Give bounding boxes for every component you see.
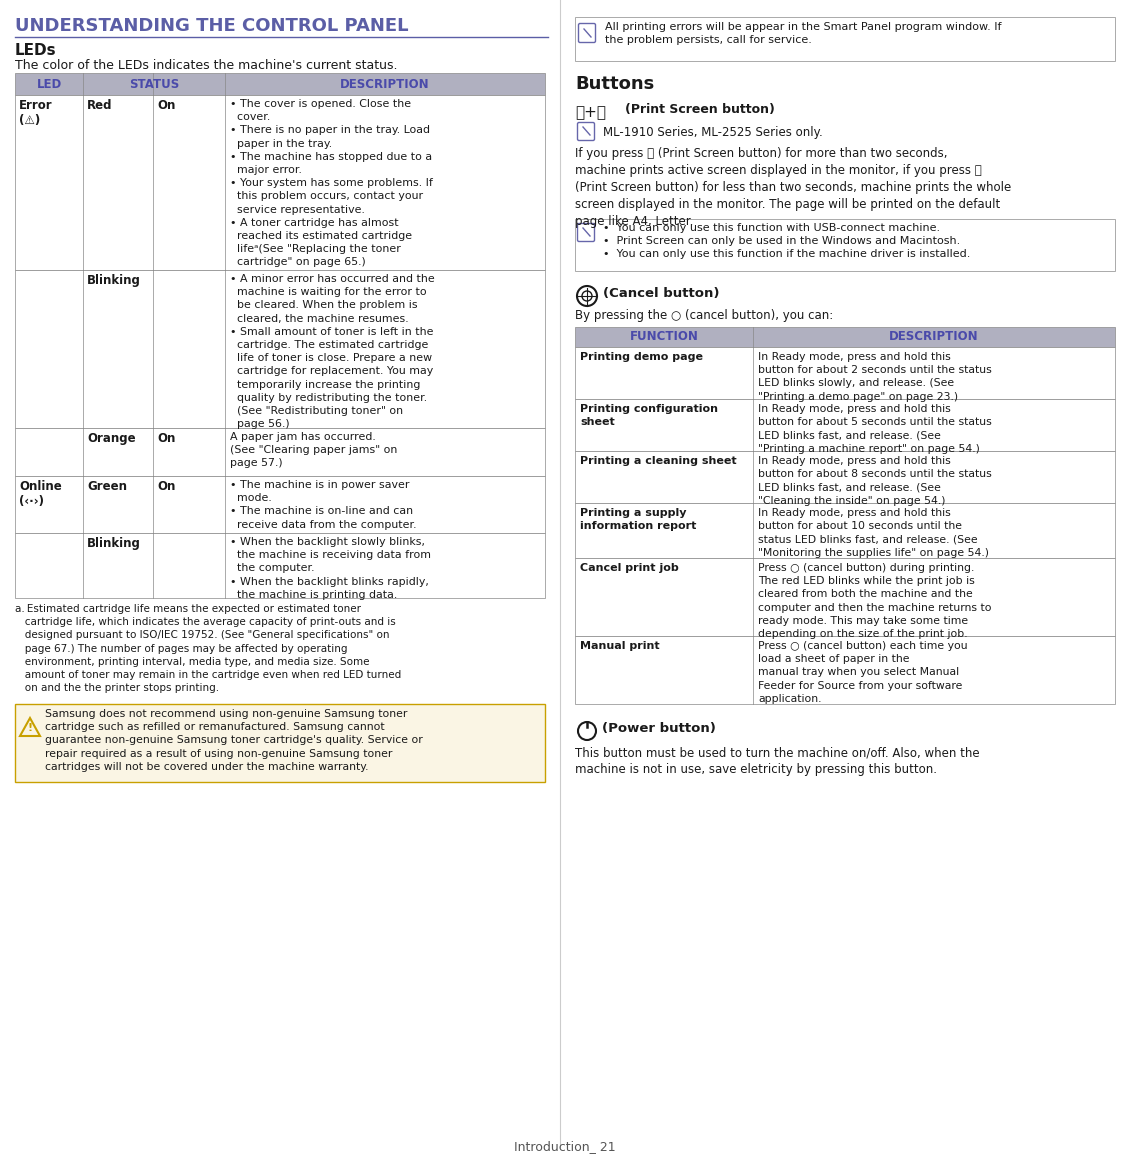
Text: DESCRIPTION: DESCRIPTION: [889, 331, 979, 344]
Bar: [575, 327, 1115, 347]
Text: On: On: [157, 99, 175, 112]
Text: (Cancel button): (Cancel button): [603, 287, 720, 301]
Bar: [575, 503, 1115, 558]
Bar: [575, 17, 1115, 61]
Text: If you press ⌗ (Print Screen button) for more than two seconds,
machine prints a: If you press ⌗ (Print Screen button) for…: [575, 147, 1011, 228]
Text: The color of the LEDs indicates the machine's current status.: The color of the LEDs indicates the mach…: [15, 59, 398, 72]
FancyBboxPatch shape: [577, 122, 594, 141]
Bar: [575, 219, 1115, 271]
Text: UNDERSTANDING THE CONTROL PANEL: UNDERSTANDING THE CONTROL PANEL: [15, 17, 409, 35]
Text: Green: Green: [87, 480, 127, 493]
Text: • The machine is in power saver
  mode.
• The machine is on-line and can
  recei: • The machine is in power saver mode. • …: [231, 480, 417, 530]
Text: Printing a cleaning sheet: Printing a cleaning sheet: [580, 456, 737, 466]
Text: In Ready mode, press and hold this
button for about 5 seconds until the status
L: In Ready mode, press and hold this butto…: [758, 404, 992, 453]
Text: Cancel print job: Cancel print job: [580, 563, 679, 573]
Bar: [15, 534, 545, 598]
Text: Printing demo page: Printing demo page: [580, 352, 703, 362]
Bar: [575, 636, 1115, 704]
Text: Red: Red: [87, 99, 113, 112]
Text: • When the backlight slowly blinks,
  the machine is receiving data from
  the c: • When the backlight slowly blinks, the …: [231, 537, 431, 600]
Text: On: On: [157, 480, 175, 493]
Text: A paper jam has occurred.
(See "Clearing paper jams" on
page 57.): A paper jam has occurred. (See "Clearing…: [231, 432, 398, 468]
Text: STATUS: STATUS: [129, 78, 180, 91]
Text: (Print Screen button): (Print Screen button): [625, 103, 775, 117]
Bar: [15, 270, 545, 428]
Bar: [15, 704, 545, 782]
Text: Orange: Orange: [87, 432, 136, 445]
Text: DESCRIPTION: DESCRIPTION: [340, 78, 429, 91]
Text: Printing a supply
information report: Printing a supply information report: [580, 508, 696, 531]
Text: • A minor error has occurred and the
  machine is waiting for the error to
  be : • A minor error has occurred and the mac…: [231, 274, 435, 429]
Text: Printing configuration
sheet: Printing configuration sheet: [580, 404, 718, 428]
Text: •  You can only use this function with USB-connect machine.
•  Print Screen can : • You can only use this function with US…: [603, 223, 971, 260]
Bar: [15, 428, 545, 476]
Text: Blinking: Blinking: [87, 537, 141, 550]
Text: Press ○ (cancel button) each time you
load a sheet of paper in the
manual tray w: Press ○ (cancel button) each time you lo…: [758, 641, 967, 704]
Text: LEDs: LEDs: [15, 43, 56, 58]
Text: Press ○ (cancel button) during printing.
The red LED blinks while the print job : Press ○ (cancel button) during printing.…: [758, 563, 991, 638]
FancyBboxPatch shape: [579, 23, 596, 42]
Text: FUNCTION: FUNCTION: [629, 331, 698, 344]
Text: Buttons: Buttons: [575, 75, 654, 93]
Text: ML-1910 Series, ML-2525 Series only.: ML-1910 Series, ML-2525 Series only.: [603, 126, 823, 139]
Text: In Ready mode, press and hold this
button for about 2 seconds until the status
L: In Ready mode, press and hold this butto…: [758, 352, 992, 402]
Text: Manual print: Manual print: [580, 641, 660, 651]
Text: Introduction_ 21: Introduction_ 21: [514, 1141, 616, 1153]
Text: Blinking: Blinking: [87, 274, 141, 287]
Text: a. Estimated cartridge life means the expected or estimated toner
   cartridge l: a. Estimated cartridge life means the ex…: [15, 603, 401, 693]
Bar: [575, 451, 1115, 503]
Text: • The cover is opened. Close the
  cover.
• There is no paper in the tray. Load
: • The cover is opened. Close the cover. …: [231, 99, 433, 268]
FancyBboxPatch shape: [577, 224, 594, 241]
Bar: [15, 73, 545, 96]
Text: In Ready mode, press and hold this
button for about 10 seconds until the
status : In Ready mode, press and hold this butto…: [758, 508, 989, 558]
Text: (Power button): (Power button): [602, 722, 716, 735]
Bar: [575, 398, 1115, 451]
Text: In Ready mode, press and hold this
button for about 8 seconds until the status
L: In Ready mode, press and hold this butto…: [758, 456, 992, 506]
Bar: [15, 96, 545, 270]
Text: Samsung does not recommend using non-genuine Samsung toner
cartridge such as ref: Samsung does not recommend using non-gen…: [45, 709, 423, 771]
Text: Error
(⚠): Error (⚠): [19, 99, 53, 127]
Text: All printing errors will be appear in the Smart Panel program window. If
the pro: All printing errors will be appear in th…: [605, 22, 1001, 45]
Bar: [575, 347, 1115, 398]
Text: By pressing the ○ (cancel button), you can:: By pressing the ○ (cancel button), you c…: [575, 309, 833, 322]
Text: This button must be used to turn the machine on/off. Also, when the
machine is n: This button must be used to turn the mac…: [575, 746, 980, 776]
Text: !: !: [27, 723, 33, 733]
Text: Online
(‹·›): Online (‹·›): [19, 480, 62, 508]
Text: LED: LED: [36, 78, 62, 91]
Bar: [575, 558, 1115, 636]
Text: ⌗+⎗: ⌗+⎗: [575, 105, 606, 120]
Bar: [15, 476, 545, 534]
Text: On: On: [157, 432, 175, 445]
